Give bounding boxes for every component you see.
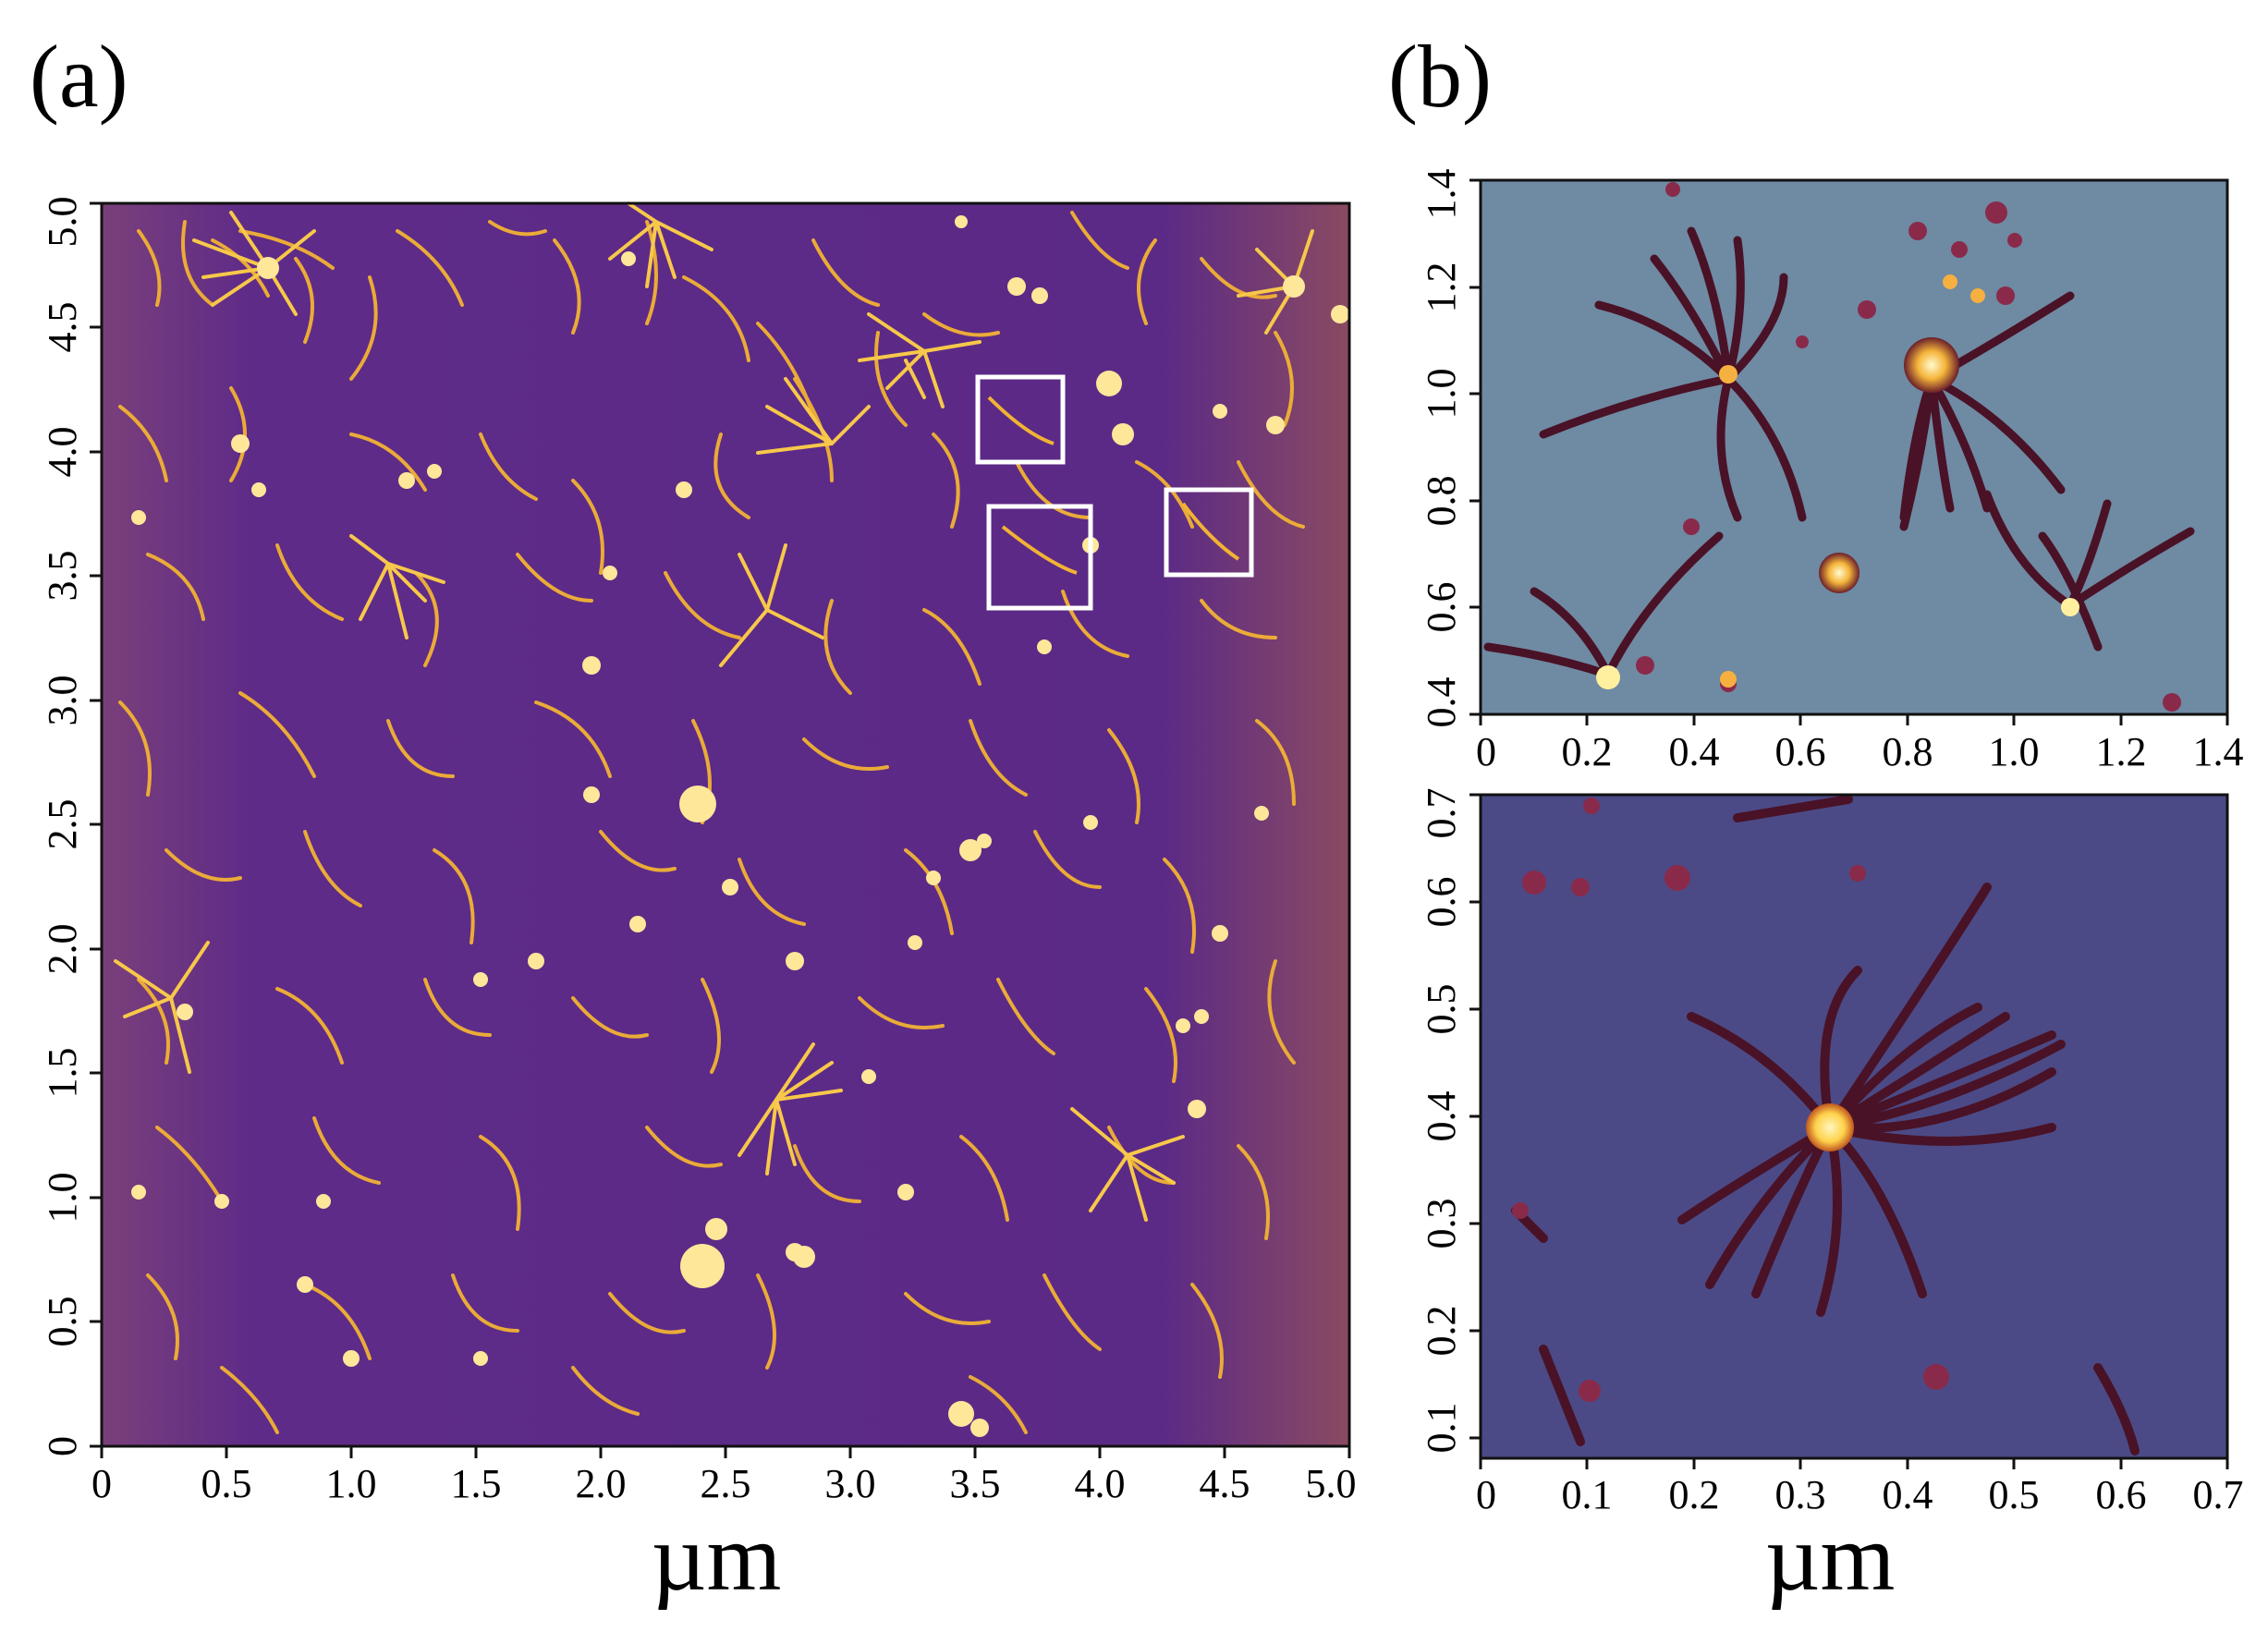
panel-a-afm-image bbox=[102, 201, 1349, 1446]
panel-b-bottom-y-tick: 0.3 bbox=[1419, 1199, 1464, 1249]
panel-b-bottom-x-tick: 0.4 bbox=[1883, 1472, 1933, 1517]
highlight-box bbox=[986, 504, 1093, 611]
panel-b-top-afm-image bbox=[1481, 180, 2227, 714]
panel-a-unit-label: µm bbox=[652, 1504, 782, 1611]
panel-b-top-y-tick: 1.0 bbox=[1419, 369, 1464, 420]
panel-a-x-tick: 3.5 bbox=[950, 1461, 1001, 1506]
panel-b-bottom-x-tick: 0 bbox=[1476, 1472, 1496, 1517]
panel-b-top-x-tick: 0 bbox=[1476, 729, 1496, 774]
panel-a-y-tick: 5.0 bbox=[40, 197, 85, 248]
panel-a-x-tick: 2.5 bbox=[701, 1461, 751, 1506]
panel-b-top-x-tick: 0.4 bbox=[1669, 729, 1720, 774]
panel-a-y-tick: 2.5 bbox=[40, 799, 85, 850]
panel-b-top-x-tick: 1.4 bbox=[2193, 729, 2244, 774]
panel-b-bottom-y-tick: 0.6 bbox=[1419, 877, 1464, 928]
panel-b-bottom-x-tick: 0.5 bbox=[1989, 1472, 2040, 1517]
panel-b-bottom-x-tick: 0.2 bbox=[1669, 1472, 1720, 1517]
panel-a-y-tick: 0.5 bbox=[40, 1297, 85, 1347]
panel-b-bottom-y-tick: 0.1 bbox=[1419, 1403, 1464, 1454]
panel-a-label: (a) bbox=[30, 27, 128, 126]
panel-b-bottom-y-tick: 0.7 bbox=[1419, 788, 1464, 839]
panel-b-top-x-tick: 0.6 bbox=[1775, 729, 1826, 774]
panel-b-top-y-tick: 1.4 bbox=[1419, 169, 1464, 220]
panel-a-y-tick: 1.5 bbox=[40, 1048, 85, 1099]
panel-a-y-tick: 0 bbox=[40, 1436, 85, 1456]
panel-a-x-tick: 4.0 bbox=[1075, 1461, 1126, 1506]
panel-a-x-tick: 1.0 bbox=[326, 1461, 377, 1506]
panel-a-x-tick: 3.0 bbox=[825, 1461, 876, 1506]
panel-b-bottom-x-tick: 0.3 bbox=[1775, 1472, 1826, 1517]
panel-b-label: (b) bbox=[1388, 27, 1492, 126]
panel-b-bottom-x-tick: 0.6 bbox=[2096, 1472, 2147, 1517]
panel-b-bottom-y-tick: 0.4 bbox=[1419, 1091, 1464, 1142]
panel-b-bottom-afm-image bbox=[1481, 795, 2227, 1458]
panel-b-bottom-x-tick: 0.7 bbox=[2193, 1472, 2244, 1517]
panel-b-bottom-x-tick: 0.1 bbox=[1562, 1472, 1613, 1517]
panel-a-x-tick: 2.0 bbox=[576, 1461, 627, 1506]
panel-b-top-y-tick: 1.2 bbox=[1419, 262, 1464, 313]
panel-b-top-frame bbox=[1479, 178, 2229, 716]
panel-a-x-tick: 4.5 bbox=[1200, 1461, 1250, 1506]
panel-b-top-x-tick: 0.8 bbox=[1883, 729, 1933, 774]
panel-a-x-tick: 0 bbox=[91, 1461, 112, 1506]
panel-a-y-tick: 2.0 bbox=[40, 924, 85, 975]
panel-a-x-tick: 0.5 bbox=[201, 1461, 252, 1506]
panel-b-bottom-y-tick: 0.2 bbox=[1419, 1306, 1464, 1357]
panel-b-top-y-tick: 0.4 bbox=[1419, 677, 1464, 728]
panel-a-y-tick: 3.5 bbox=[40, 551, 85, 602]
panel-a-y-tick: 4.0 bbox=[40, 427, 85, 478]
panel-b-top-y-tick: 0.6 bbox=[1419, 582, 1464, 633]
panel-b-unit-label: µm bbox=[1765, 1504, 1896, 1611]
panel-a-x-tick: 1.5 bbox=[451, 1461, 502, 1506]
panel-b-top-x-tick: 1.0 bbox=[1989, 729, 2040, 774]
panel-a-x-tick: 5.0 bbox=[1306, 1461, 1357, 1506]
panel-b-top-x-tick: 1.2 bbox=[2096, 729, 2147, 774]
panel-b-top-y-tick: 0.8 bbox=[1419, 476, 1464, 527]
panel-a-y-tick: 3.0 bbox=[40, 676, 85, 726]
panel-b-top-x-tick: 0.2 bbox=[1562, 729, 1613, 774]
panel-a-y-tick: 4.5 bbox=[40, 302, 85, 353]
panel-a-tick-marks bbox=[90, 201, 1351, 1458]
panel-a-y-tick: 1.0 bbox=[40, 1173, 85, 1224]
panel-b-bottom-y-tick: 0.5 bbox=[1419, 984, 1464, 1035]
highlight-box bbox=[1164, 487, 1254, 578]
highlight-box bbox=[975, 374, 1066, 465]
panel-b-bottom-frame bbox=[1479, 793, 2229, 1460]
panel-b-top-tick-marks bbox=[1469, 178, 2229, 725]
panel-b-bottom-tick-marks bbox=[1469, 793, 2229, 1469]
